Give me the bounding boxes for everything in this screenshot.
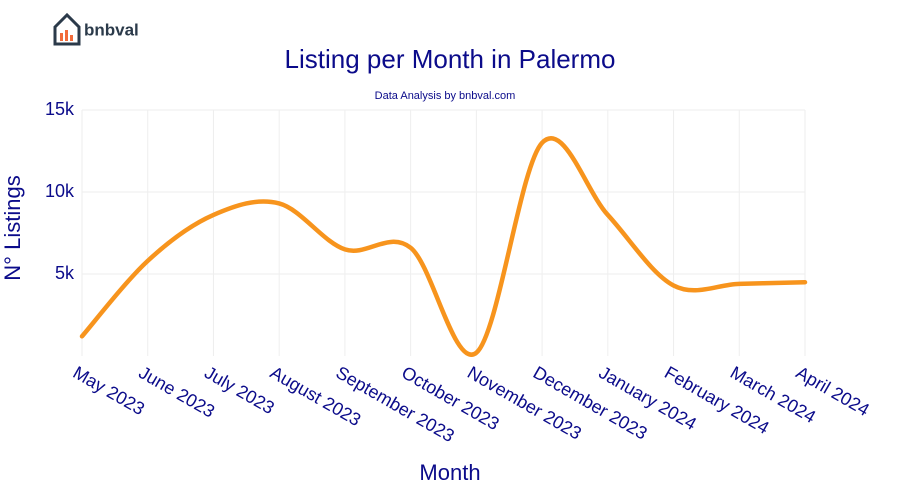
logo-bar — [70, 35, 73, 41]
line — [79, 136, 808, 357]
y-tick-label: 15k — [45, 99, 75, 119]
logo-bar — [60, 33, 63, 41]
logo-bar — [65, 30, 68, 41]
logo-icon — [53, 12, 81, 46]
y-tick-label: 10k — [45, 181, 75, 201]
x-tick-label: May 2023 — [70, 362, 148, 419]
brand: bnbval — [84, 20, 139, 39]
x-axis-title: Month — [419, 460, 480, 485]
chart-title: Listing per Month in Palermo — [285, 44, 616, 74]
x-tick-label: November 2023 — [464, 362, 585, 443]
y-tick-label: 5k — [55, 263, 75, 283]
chart-subtitle: Data Analysis by bnbval.com — [375, 90, 516, 102]
y-axis-title: N° Listings — [0, 175, 25, 280]
x-tick-label: December 2023 — [530, 362, 651, 443]
logo: bnbval — [53, 12, 139, 46]
